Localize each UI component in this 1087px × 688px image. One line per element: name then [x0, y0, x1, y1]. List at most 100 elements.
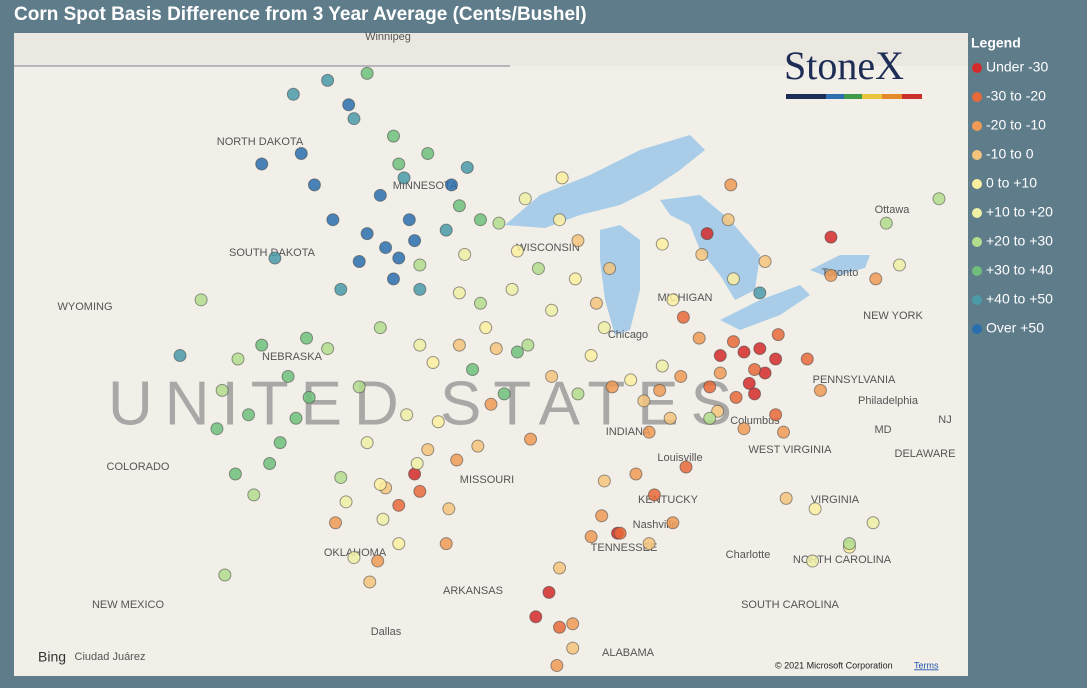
point: [360, 227, 374, 241]
point: [771, 328, 785, 342]
point: [892, 258, 906, 272]
point: [452, 199, 466, 213]
point: [674, 369, 688, 383]
point: [363, 575, 377, 589]
point: [703, 380, 717, 394]
point: [326, 213, 340, 227]
legend-swatch: [972, 237, 982, 247]
point: [386, 272, 400, 286]
point: [371, 554, 385, 568]
logo-bar: [786, 94, 922, 99]
place-label: COLORADO: [107, 461, 170, 473]
point: [769, 408, 783, 422]
attribution: © 2021 Microsoft Corporation: [775, 660, 893, 670]
logo-stripe: [902, 94, 922, 99]
point: [413, 484, 427, 498]
logo-stripe: [844, 94, 862, 99]
point: [824, 230, 838, 244]
point: [726, 335, 740, 349]
place-label: Dallas: [371, 626, 402, 638]
point: [806, 554, 820, 568]
point: [647, 488, 661, 502]
place-label: PENNSYLVANIA: [813, 374, 896, 386]
point: [505, 282, 519, 296]
point: [737, 422, 751, 436]
point: [679, 460, 693, 474]
place-label: WYOMING: [58, 301, 113, 313]
place-label: TENNESSEE: [591, 542, 658, 554]
point: [753, 342, 767, 356]
chart-title: Corn Spot Basis Difference from 3 Year A…: [14, 4, 587, 25]
point: [376, 512, 390, 526]
place-label: SOUTH CAROLINA: [741, 599, 839, 611]
point: [663, 411, 677, 425]
point: [281, 369, 295, 383]
point: [489, 342, 503, 356]
point: [360, 66, 374, 80]
point: [748, 387, 762, 401]
point: [642, 425, 656, 439]
point: [484, 397, 498, 411]
point: [442, 502, 456, 516]
point: [334, 282, 348, 296]
point: [450, 453, 464, 467]
point: [373, 477, 387, 491]
point: [392, 157, 406, 171]
point: [218, 568, 232, 582]
point: [255, 157, 269, 171]
point: [386, 129, 400, 143]
point: [460, 160, 474, 174]
point: [392, 498, 406, 512]
point: [400, 408, 414, 422]
point: [553, 561, 567, 575]
point: [413, 258, 427, 272]
point: [584, 349, 598, 363]
point: [613, 526, 627, 540]
place-label: INDIANA: [606, 426, 651, 438]
place-label: ALABAMA: [602, 647, 655, 659]
point: [173, 349, 187, 363]
point: [808, 502, 822, 516]
point: [724, 178, 738, 192]
point: [421, 147, 435, 161]
point: [566, 617, 580, 631]
point: [879, 216, 893, 230]
point: [824, 268, 838, 282]
legend-label: +30 to +40: [986, 262, 1053, 278]
point: [597, 321, 611, 335]
point: [373, 321, 387, 335]
point: [273, 436, 287, 450]
place-label: Chicago: [608, 329, 648, 341]
point: [692, 331, 706, 345]
point: [458, 248, 472, 262]
legend-label: Over +50: [986, 320, 1044, 336]
point: [777, 425, 791, 439]
place-label: NEW YORK: [863, 310, 923, 322]
point: [439, 537, 453, 551]
point: [737, 345, 751, 359]
place-label: NEW MEXICO: [92, 599, 165, 611]
point: [742, 376, 756, 390]
point: [215, 383, 229, 397]
point: [413, 282, 427, 296]
point: [347, 112, 361, 126]
point: [521, 338, 535, 352]
lake: [505, 135, 705, 228]
point: [524, 432, 538, 446]
legend-label: +10 to +20: [986, 204, 1053, 220]
point: [210, 422, 224, 436]
point: [595, 509, 609, 523]
point: [545, 303, 559, 317]
legend-label: Under -30: [986, 59, 1048, 75]
point: [289, 411, 303, 425]
point: [726, 272, 740, 286]
terms-link[interactable]: Terms: [914, 660, 939, 670]
point: [247, 488, 261, 502]
point: [263, 457, 277, 471]
point: [566, 641, 580, 655]
point: [255, 338, 269, 352]
point: [242, 408, 256, 422]
point: [721, 213, 735, 227]
